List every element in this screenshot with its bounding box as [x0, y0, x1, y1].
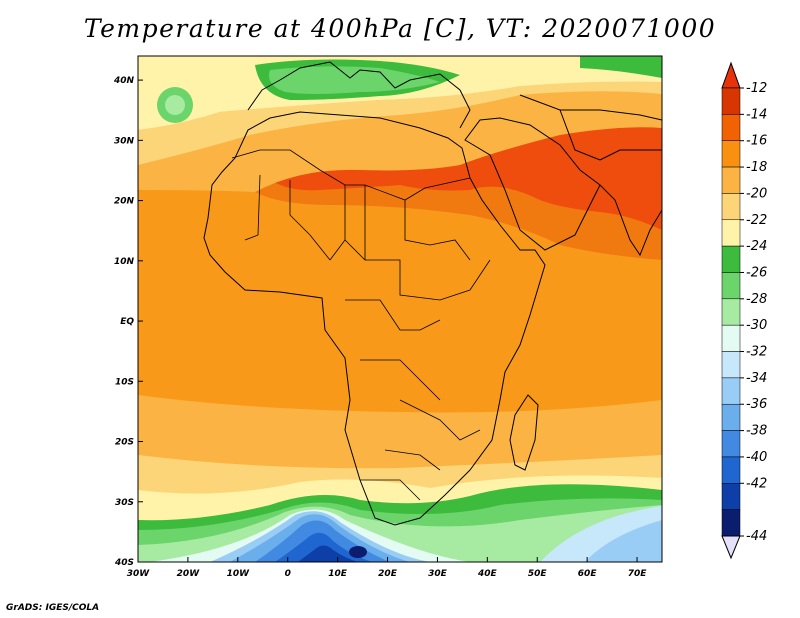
lon-tick-label: 0: [285, 569, 291, 579]
lat-tick-label: 10S: [115, 377, 134, 387]
colorbar-swatch: [721, 456, 741, 484]
axis-labels: 30W 20W 10W 0 10E 20E 30E 40E 50E 60E 70E 40N 30N 20N…: [113, 76, 647, 579]
colorbar-label: -42: [746, 476, 767, 491]
field-deepred-north: [270, 109, 662, 230]
lat-tick-label: 20N: [114, 197, 135, 207]
colorbar-swatch: [721, 298, 741, 326]
colorbar-swatch: [721, 509, 741, 537]
colorbar-swatch: [721, 377, 741, 405]
lon-tick-label: 20E: [378, 569, 398, 579]
colorbar-swatch: [721, 114, 741, 141]
colorbar-swatch: [721, 403, 741, 431]
colorbar-label: -20: [746, 186, 767, 201]
colorbar-label: -16: [746, 134, 767, 149]
colorbar-label: -40: [746, 450, 767, 465]
colorbar-swatch: [721, 219, 741, 247]
lat-tick-label: 20S: [115, 438, 134, 448]
lon-tick-label: 20W: [177, 569, 201, 579]
lon-tick-label: 10E: [328, 569, 348, 579]
arabia-coastline: [464, 117, 601, 251]
colorbar-swatch: [721, 140, 741, 168]
field-lightorange-north: [138, 90, 662, 192]
colorbar-label: -14: [746, 107, 767, 122]
colorbar-swatch: [721, 430, 741, 458]
colorbar-label: -36: [746, 397, 767, 412]
lat-tick-label: 40S: [114, 558, 134, 568]
colorbar-label: -38: [746, 424, 767, 439]
lon-tick-label: 30E: [428, 569, 448, 579]
colorbar-swatch: [721, 483, 741, 510]
lat-tick-label: 40N: [113, 76, 135, 86]
lon-tick-label: 60E: [578, 569, 598, 579]
lon-tick-label: 40E: [477, 569, 498, 579]
field-navy-south: [298, 545, 358, 562]
colorbar-label: -30: [746, 318, 767, 333]
colorbar-label: -28: [746, 292, 767, 307]
asia-coastline: [599, 184, 663, 257]
plot-frame: [137, 55, 663, 563]
lon-tick-label: 30W: [127, 569, 151, 579]
colorbar-swatch: [721, 351, 741, 379]
lat-tick-label: 10N: [114, 257, 135, 267]
colorbar-label: -18: [746, 160, 767, 175]
madagascar-coastline: [509, 394, 539, 471]
map-title: Temperature at 400hPa [C], VT: 202007100…: [83, 14, 717, 43]
colorbar-bottom-arrow: [721, 535, 741, 560]
field-darkest-south: [349, 546, 367, 558]
colorbar-swatch: [721, 245, 741, 273]
lat-tick-label: 30N: [114, 136, 135, 146]
country-borders: [231, 149, 491, 501]
colorbar-swatch: [721, 193, 741, 221]
grads-credit: GrADS: IGES/COLA: [6, 603, 100, 613]
colorbar-label: -26: [746, 265, 767, 280]
lat-tick-label: EQ: [120, 317, 134, 327]
temperature-field: [138, 56, 662, 562]
lon-tick-label: 70E: [628, 569, 648, 579]
field-green-ne: [580, 56, 662, 78]
field-skyblue-se: [585, 520, 662, 562]
europe-coastline: [247, 61, 471, 129]
colorbar-swatch: [721, 272, 741, 300]
colorbar-swatch: [721, 166, 741, 194]
lat-tick-label: 30S: [115, 498, 134, 508]
field-yellow-north: [138, 80, 662, 165]
colorbar-label: -32: [746, 345, 767, 360]
colorbar: -12 -14 -16 -18 -20 -22 -24 -26 -28 -30 -32 -34 -36 -…: [721, 61, 767, 560]
colorbar-label: -24: [746, 239, 767, 254]
colorbar-swatch: [721, 87, 741, 115]
lon-tick-label: 10W: [227, 569, 251, 579]
field-lightgreen-atlantic: [165, 95, 185, 115]
lon-tick-label: 50E: [528, 569, 548, 579]
asia-borders: [519, 94, 663, 161]
colorbar-label: -34: [746, 371, 767, 386]
colorbar-label: -12: [746, 81, 767, 96]
colorbar-label: -44: [746, 529, 767, 544]
africa-coastline: [203, 111, 546, 526]
colorbar-top-arrow: [721, 61, 741, 89]
colorbar-swatch: [721, 324, 741, 352]
colorbar-label: -22: [746, 213, 767, 228]
axis-ticks: [137, 79, 638, 563]
